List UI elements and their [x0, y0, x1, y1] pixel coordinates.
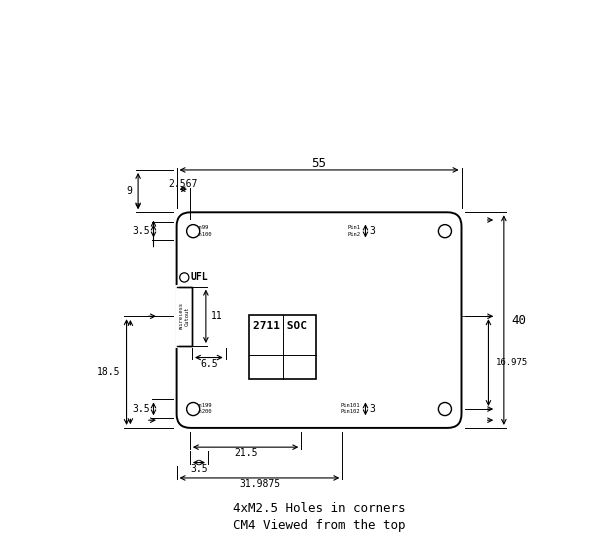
Bar	[176, 287, 192, 346]
Text: 21.5: 21.5	[234, 448, 257, 458]
Text: Pin1: Pin1	[347, 226, 360, 230]
Text: 31.9875: 31.9875	[239, 479, 280, 489]
Text: 2711 SOC: 2711 SOC	[253, 321, 307, 331]
Text: CM4 Viewed from the top: CM4 Viewed from the top	[233, 519, 406, 532]
Text: 11: 11	[211, 311, 223, 321]
Circle shape	[439, 403, 451, 416]
Text: 4xM2.5 Holes in corners: 4xM2.5 Holes in corners	[233, 502, 406, 515]
Text: Pin200: Pin200	[193, 409, 212, 415]
Bar	[249, 315, 316, 379]
Text: 3.5: 3.5	[132, 404, 149, 414]
Bar	[190, 222, 363, 240]
Text: Pin101: Pin101	[341, 403, 360, 408]
Text: Pin102: Pin102	[341, 409, 360, 415]
Text: 3: 3	[370, 404, 375, 414]
Text: 18.5: 18.5	[97, 367, 121, 377]
Text: Pin199: Pin199	[193, 403, 212, 408]
Text: Pin99: Pin99	[193, 226, 209, 230]
Circle shape	[439, 224, 451, 238]
Text: 9: 9	[126, 186, 132, 196]
Circle shape	[187, 403, 200, 416]
Text: 6.5: 6.5	[200, 359, 218, 369]
Text: 3.5: 3.5	[190, 464, 208, 474]
Text: 16.975: 16.975	[496, 358, 529, 367]
Bar	[190, 399, 363, 418]
FancyBboxPatch shape	[176, 212, 461, 428]
Text: 2.567: 2.567	[169, 179, 198, 189]
Text: 3.5: 3.5	[132, 226, 149, 236]
Text: 40: 40	[512, 314, 527, 327]
Circle shape	[187, 224, 200, 238]
Text: Pin2: Pin2	[347, 232, 360, 236]
Text: 55: 55	[311, 157, 326, 170]
Text: Wireless
Cutout: Wireless Cutout	[179, 304, 190, 329]
Text: 3: 3	[370, 226, 375, 236]
Text: UFL: UFL	[190, 272, 208, 282]
Circle shape	[179, 273, 189, 282]
Text: Pin100: Pin100	[193, 232, 212, 236]
